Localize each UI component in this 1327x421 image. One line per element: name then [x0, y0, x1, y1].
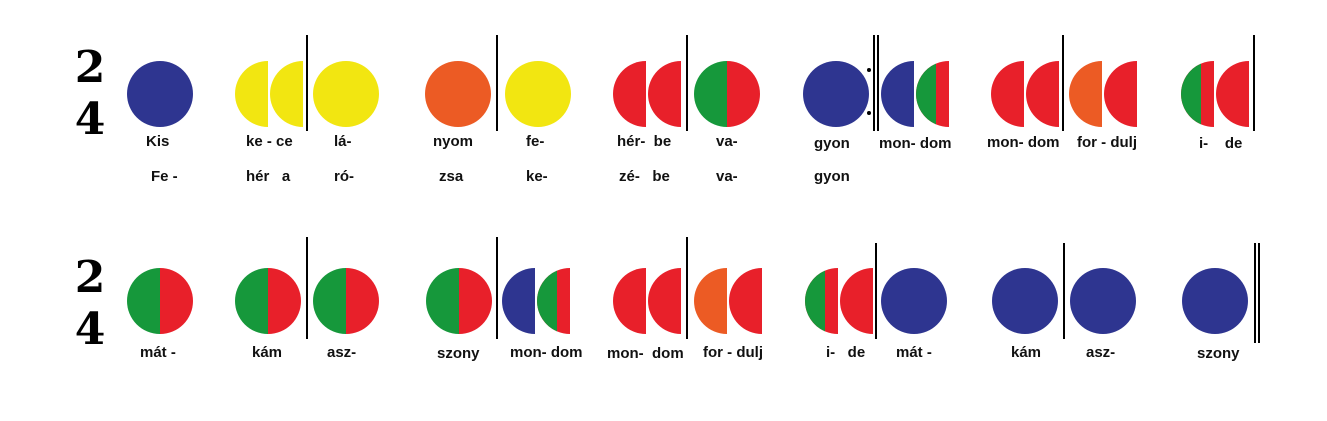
lyric-syllable: i- de [826, 344, 866, 361]
lyric-syllable: hér a [246, 168, 291, 185]
lyric-syllable: lá- [334, 133, 352, 150]
bar-line [306, 35, 308, 131]
time-signature-bottom: 4 [74, 94, 106, 145]
note-half-right-red [729, 268, 762, 334]
lyric-syllable: va- [716, 168, 738, 185]
repeat-dot [867, 111, 871, 115]
note-full-blue [803, 61, 869, 127]
note-split-left-green [313, 268, 346, 334]
note-half-left-red [613, 61, 646, 127]
lyric-syllable: asz- [1086, 344, 1116, 361]
lyric-syllable: gyon [814, 168, 850, 185]
bar-line [686, 237, 688, 339]
lyric-syllable: zsa [439, 168, 464, 185]
note-full-yellow [505, 61, 571, 127]
time-signature-top: 2 [74, 252, 106, 303]
bar-line [875, 243, 877, 339]
lyric-syllable: for - dulj [1077, 134, 1137, 151]
lyric-syllable: mát - [140, 344, 176, 361]
note-half-right-green-red-green [537, 270, 557, 332]
lyric-syllable: i- de [1199, 135, 1243, 152]
note-half-left-orange [694, 268, 727, 334]
note-half-left-orange [1069, 61, 1102, 127]
lyric-syllable: gyon [814, 135, 850, 152]
note-half-left-blue [502, 268, 535, 334]
lyric-syllable: Kis [146, 133, 170, 150]
repeat-bar-line [873, 35, 875, 131]
lyric-syllable: ke - ce [246, 133, 293, 150]
bar-line [496, 237, 498, 339]
note-split-right-red [268, 268, 301, 334]
lyric-syllable: fe- [526, 133, 545, 150]
note-half-left-red [991, 61, 1024, 127]
note-split-left-green [694, 61, 727, 127]
bar-line [686, 35, 688, 131]
note-half-left-blue [881, 61, 914, 127]
lyric-syllable: szony [437, 345, 480, 362]
note-half-right-red [840, 268, 873, 334]
note-split-left-green [426, 268, 459, 334]
note-half-left-green-red-green [805, 270, 825, 332]
note-full-blue [1070, 268, 1136, 334]
lyric-syllable: kám [252, 344, 283, 361]
lyric-syllable: mon- dom [879, 135, 952, 152]
note-half-left-red [613, 268, 646, 334]
note-half-right-green-red-green [916, 63, 936, 125]
repeat-bar-line [877, 35, 879, 131]
lyric-syllable: kám [1011, 344, 1042, 361]
note-split-right-red [459, 268, 492, 334]
lyric-syllable: mon- dom [607, 345, 684, 362]
note-full-blue [881, 268, 947, 334]
note-half-left-green-red-green [1181, 63, 1201, 125]
lyric-syllable: Fe - [151, 168, 178, 185]
note-half-right-red [648, 61, 681, 127]
lyric-syllable: hér- be [617, 133, 672, 150]
bar-line [496, 35, 498, 131]
note-half-right-red [648, 268, 681, 334]
note-full-blue [127, 61, 193, 127]
final-bar-line [1258, 243, 1260, 343]
lyric-syllable: szony [1197, 345, 1240, 362]
lyric-syllable: ke- [526, 168, 548, 185]
note-split-right-red [727, 61, 760, 127]
lyric-syllable: mát - [896, 344, 932, 361]
lyric-syllable: ró- [334, 168, 354, 185]
bar-line [1253, 35, 1255, 131]
bar-line [1063, 243, 1065, 339]
note-split-right-red [346, 268, 379, 334]
note-half-right-red [1026, 61, 1059, 127]
final-bar-line [1254, 243, 1256, 343]
bar-line [1062, 35, 1064, 131]
lyric-syllable: mon- dom [510, 344, 583, 361]
lyric-syllable: mon- dom [987, 134, 1060, 151]
time-signature-bottom: 4 [74, 304, 106, 355]
note-full-blue [1182, 268, 1248, 334]
lyric-syllable: nyom [433, 133, 474, 150]
lyric-syllable: asz- [327, 344, 357, 361]
note-half-right-red [1104, 61, 1137, 127]
bar-line [306, 237, 308, 339]
lyric-syllable: for - dulj [703, 344, 763, 361]
time-signature-top: 2 [74, 42, 106, 93]
lyric-syllable: va- [716, 133, 738, 150]
lyric-syllable: zé- be [619, 168, 670, 185]
note-split-left-green [127, 268, 160, 334]
note-half-right-red [1216, 61, 1249, 127]
note-split-right-red [160, 268, 193, 334]
note-half-left-yellow [235, 61, 268, 127]
repeat-dot [867, 68, 871, 72]
note-split-left-green [235, 268, 268, 334]
note-full-blue [992, 268, 1058, 334]
note-full-orange [425, 61, 491, 127]
note-full-yellow [313, 61, 379, 127]
note-half-right-yellow [270, 61, 303, 127]
